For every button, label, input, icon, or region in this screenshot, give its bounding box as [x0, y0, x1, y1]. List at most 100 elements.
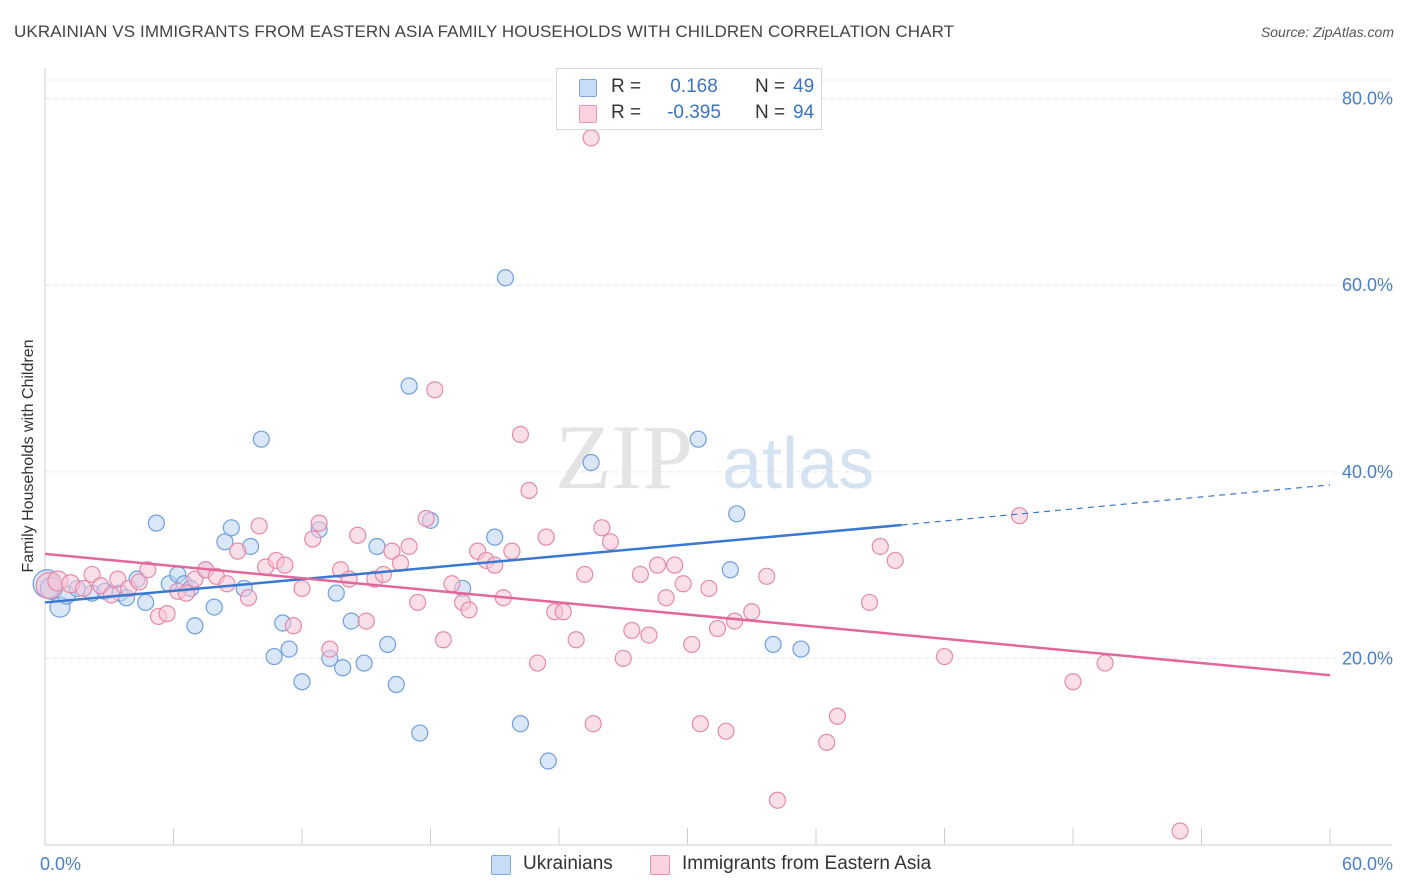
data-point-eastern-asia [683, 635, 701, 654]
data-point-eastern-asia [623, 621, 641, 640]
axes [44, 68, 1392, 846]
legend-n-label: N = [755, 76, 786, 97]
data-point-ukrainians [511, 715, 530, 733]
legend-n-value: 94 [793, 102, 815, 123]
data-point-eastern-asia [158, 605, 176, 623]
data-point-eastern-asia [486, 556, 504, 574]
data-point-eastern-asia [601, 533, 620, 551]
legend-r-label: R = [611, 102, 642, 123]
data-point-eastern-asia [177, 584, 195, 602]
data-point-ukrainians [265, 647, 283, 666]
data-point-ukrainians [792, 640, 810, 658]
data-point-ukrainians [222, 519, 240, 537]
data-point-ukrainians [486, 528, 504, 546]
legend-n-value: 49 [793, 76, 815, 97]
data-point-eastern-asia [426, 381, 444, 399]
data-point-eastern-asia [593, 519, 611, 537]
data-point-ukrainians [216, 533, 234, 551]
data-point-eastern-asia [409, 593, 427, 612]
data-point-eastern-asia [576, 565, 594, 584]
data-point-eastern-asia [374, 565, 392, 584]
data-point-ukrainians [293, 673, 311, 691]
series-legend-label-ukrainians: Ukrainians [523, 853, 613, 874]
data-point-ukrainians [411, 724, 429, 742]
data-point-eastern-asia [657, 589, 675, 607]
legend-swatch-eastern-asia [579, 105, 597, 123]
data-point-ukrainians [496, 269, 515, 287]
data-point-eastern-asia [74, 579, 93, 598]
data-point-eastern-asia [349, 526, 367, 544]
source-credit: Source: ZipAtlas.com [1260, 24, 1394, 40]
data-point-ukrainians [539, 752, 557, 770]
legend-n-label: N = [755, 102, 786, 123]
data-point-eastern-asia [1096, 654, 1114, 672]
data-point-ukrainians [582, 453, 600, 472]
data-point-ukrainians [280, 640, 298, 658]
y-tick-label: 20.0% [1342, 648, 1393, 668]
series-legend-label-eastern-asia: Immigrants from Eastern Asia [682, 853, 932, 874]
data-point-ukrainians [764, 635, 782, 654]
data-point-ukrainians [147, 514, 165, 532]
data-point-ukrainians [334, 659, 352, 677]
data-point-eastern-asia [321, 640, 339, 658]
data-point-eastern-asia [503, 542, 521, 560]
data-point-eastern-asia [871, 537, 889, 556]
data-point-ukrainians [387, 675, 405, 694]
x-tick-label: 60.0% [1342, 854, 1393, 874]
data-point-eastern-asia [582, 129, 600, 147]
trend-line-ukrainians [44, 523, 902, 604]
data-point-eastern-asia [229, 542, 247, 560]
y-tick-label: 40.0% [1342, 462, 1393, 482]
data-point-ukrainians [355, 654, 373, 672]
data-point-eastern-asia [1010, 507, 1029, 525]
data-point-eastern-asia [528, 654, 547, 672]
data-point-ukrainians [728, 505, 746, 523]
data-point-eastern-asia [828, 707, 847, 725]
data-point-eastern-asia [726, 612, 744, 630]
data-point-eastern-asia [743, 603, 761, 621]
data-point-eastern-asia [250, 517, 268, 535]
data-point-eastern-asia [520, 481, 538, 500]
data-point-eastern-asia [758, 567, 776, 585]
data-point-ukrainians [379, 635, 397, 654]
data-point-ukrainians [186, 617, 204, 635]
data-point-eastern-asia [674, 575, 692, 593]
data-point-eastern-asia [293, 579, 311, 598]
data-point-eastern-asia [935, 647, 954, 666]
data-point-eastern-asia [511, 425, 530, 444]
data-point-eastern-asia [1171, 822, 1189, 840]
series-legend-swatch-ukrainians [491, 855, 511, 875]
data-point-eastern-asia [357, 612, 375, 630]
x-tick-label: 0.0% [40, 854, 81, 874]
legend-r-value: -0.395 [667, 102, 721, 123]
legend-r-value: 0.168 [670, 76, 718, 97]
data-point-eastern-asia [383, 542, 401, 560]
axis-labels: 20.0% 40.0% 60.0% 80.0% 0.0% 60.0% Family Hous… [20, 89, 1393, 874]
series-legend-swatch-eastern-asia [650, 855, 670, 875]
data-point-eastern-asia [717, 722, 735, 740]
data-point-eastern-asia [537, 528, 555, 546]
y-tick-label: 60.0% [1342, 275, 1393, 295]
data-point-ukrainians [137, 593, 155, 612]
legend-r-label: R = [611, 76, 642, 97]
data-point-eastern-asia [700, 579, 718, 598]
data-point-ukrainians [689, 430, 707, 448]
data-point-ukrainians [205, 598, 223, 616]
data-point-ukrainians [400, 377, 418, 395]
data-point-eastern-asia [631, 565, 649, 584]
data-point-eastern-asia [276, 556, 294, 574]
data-point-eastern-asia [666, 556, 684, 574]
trend-line-eastern-asia [44, 552, 1331, 677]
y-axis-label: Family Households with Children [20, 340, 37, 573]
data-point-ukrainians [252, 430, 270, 448]
data-point-eastern-asia [860, 593, 879, 612]
trend-lines [44, 484, 1331, 677]
data-point-eastern-asia [886, 551, 904, 570]
data-point-eastern-asia [691, 715, 709, 733]
data-point-eastern-asia [614, 649, 632, 668]
y-tick-label: 80.0% [1342, 89, 1393, 109]
data-point-eastern-asia [584, 715, 602, 733]
series-legend: Ukrainians Immigrants from Eastern Asia [0, 852, 1406, 878]
data-point-eastern-asia [567, 631, 585, 649]
